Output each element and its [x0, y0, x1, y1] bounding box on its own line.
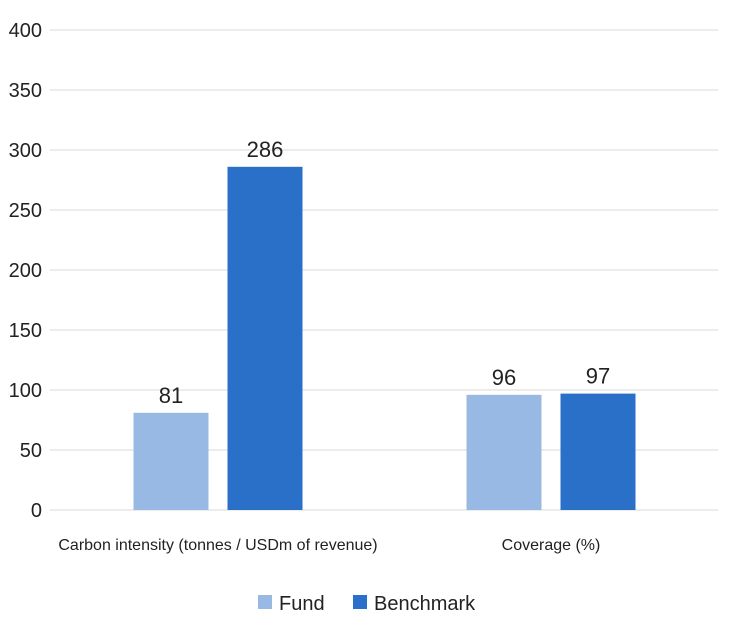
y-axis-ticks: 0 50 100 150 200 250 300 350 400 [9, 20, 42, 522]
data-label: 286 [247, 137, 284, 162]
bar-fund [133, 412, 209, 510]
data-labels: 81 286 96 97 [159, 137, 610, 408]
y-tick-label: 350 [9, 80, 42, 102]
data-label: 96 [492, 365, 516, 390]
x-category-label: Carbon intensity (tonnes / USDm of reven… [58, 537, 377, 554]
y-tick-label: 400 [9, 20, 42, 42]
y-tick-label: 200 [9, 260, 42, 282]
legend-label: Fund [279, 593, 325, 615]
y-tick-label: 300 [9, 140, 42, 162]
data-label: 81 [159, 383, 183, 408]
bar-fund [466, 394, 542, 510]
data-label: 97 [586, 364, 610, 389]
y-tick-label: 250 [9, 200, 42, 222]
y-tick-label: 100 [9, 380, 42, 402]
legend-label: Benchmark [374, 593, 476, 615]
legend-swatch-fund [258, 595, 272, 609]
x-category-label: Coverage (%) [502, 537, 601, 554]
bars [133, 166, 636, 511]
legend-swatch-benchmark [353, 595, 367, 609]
legend: Fund Benchmark [258, 593, 476, 615]
bar-benchmark [560, 393, 636, 510]
y-tick-label: 150 [9, 320, 42, 342]
bar-benchmark [227, 166, 303, 511]
y-tick-label: 0 [31, 500, 42, 522]
x-axis-categories: Carbon intensity (tonnes / USDm of reven… [58, 537, 600, 554]
y-tick-label: 50 [20, 440, 42, 462]
